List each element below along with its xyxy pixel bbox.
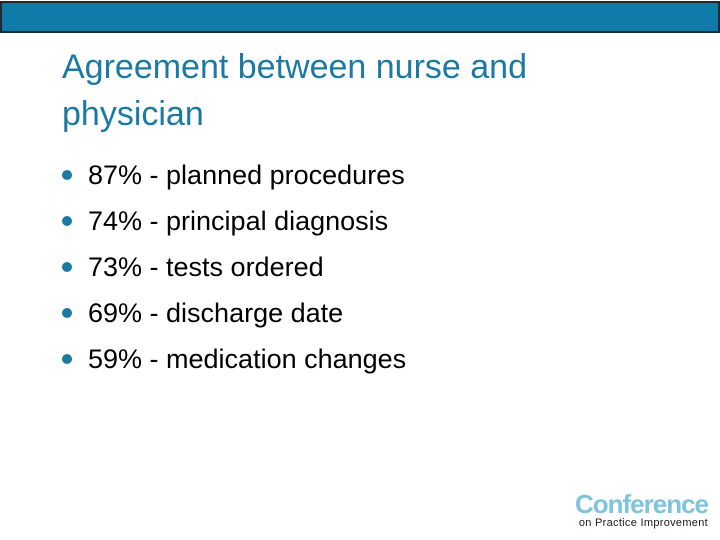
list-item: 74% - principal diagnosis [62, 198, 622, 244]
slide-title: Agreement between nurse and physician [62, 48, 527, 133]
bullet-dot-icon [62, 354, 72, 364]
bullet-text: 87% - planned procedures [88, 159, 405, 190]
bullet-dot-icon [62, 308, 72, 318]
list-item: 73% - tests ordered [62, 244, 622, 290]
bullet-dot-icon [62, 216, 72, 226]
logo-tagline-text: on Practice Improvement [578, 517, 708, 529]
bullet-dot-icon [62, 262, 72, 272]
bullet-list: 87% - planned procedures 74% - principal… [62, 152, 622, 382]
header-bar [0, 1, 720, 33]
bullet-text: 69% - discharge date [88, 297, 344, 328]
bullet-text: 59% - medication changes [88, 343, 407, 374]
bullet-text: 73% - tests ordered [88, 251, 324, 282]
logo-brand-text: Conference [574, 489, 709, 519]
bullet-dot-icon [62, 170, 72, 180]
list-item: 69% - discharge date [62, 290, 622, 336]
list-item: 59% - medication changes [62, 336, 622, 382]
list-item: 87% - planned procedures [62, 152, 622, 198]
bullet-text: 74% - principal diagnosis [88, 205, 389, 236]
conference-logo: Conference on Practice Improvement [574, 489, 709, 529]
